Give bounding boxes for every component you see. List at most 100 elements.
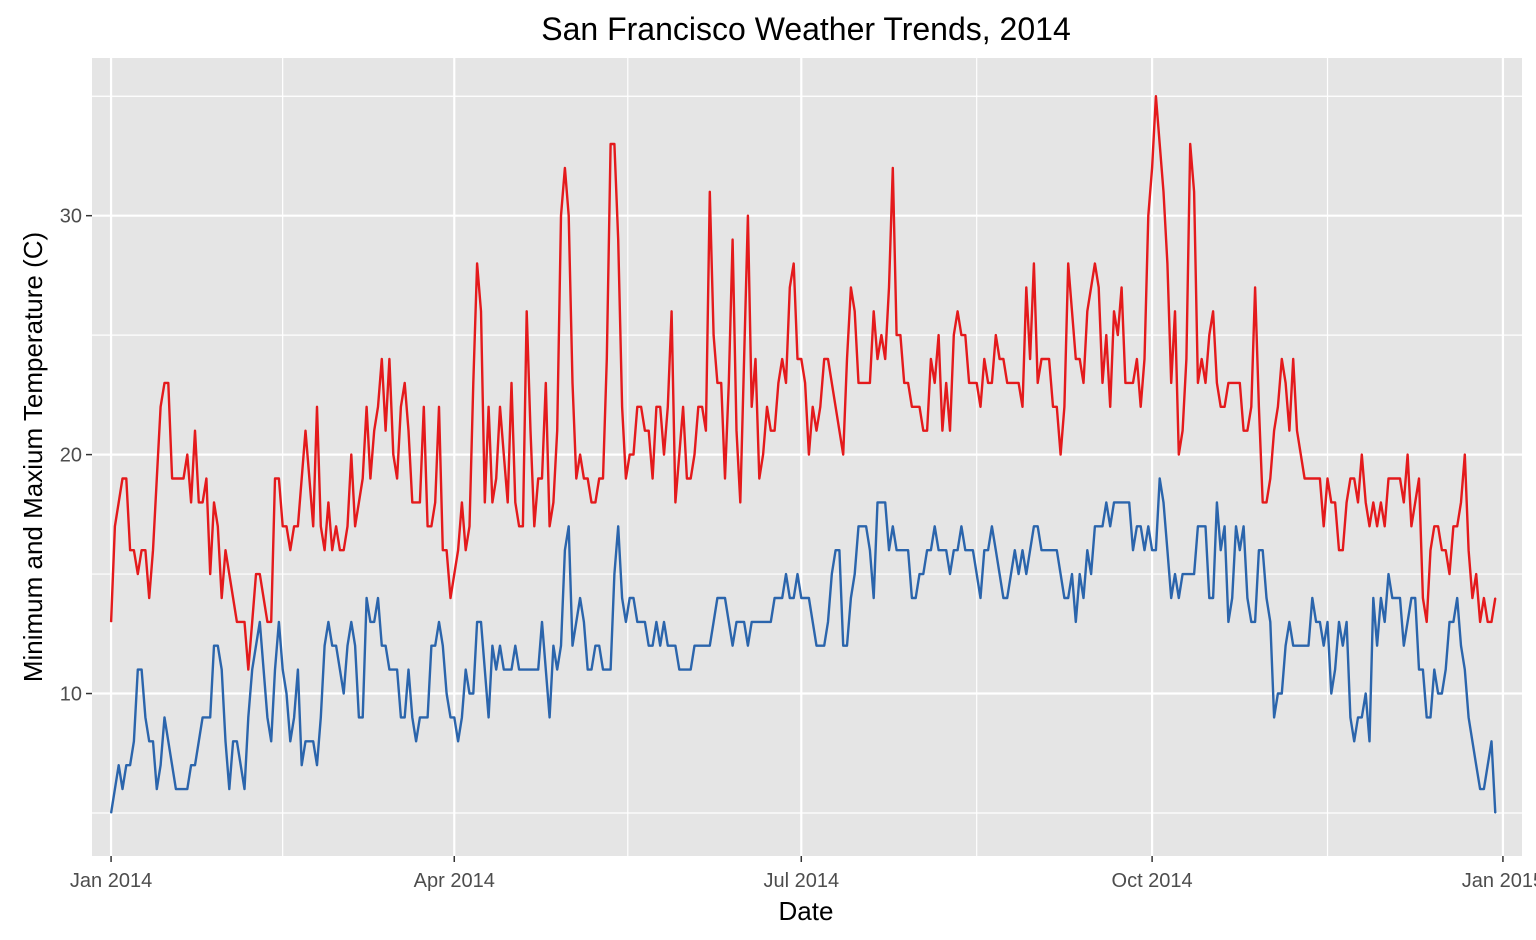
data-point bbox=[289, 549, 291, 551]
data-point bbox=[282, 525, 284, 527]
data-point bbox=[507, 669, 509, 671]
series-line bbox=[109, 477, 1497, 814]
data-point bbox=[209, 573, 211, 575]
data-point bbox=[556, 430, 558, 432]
data-point bbox=[663, 621, 665, 623]
data-point bbox=[652, 477, 654, 480]
data-point bbox=[1170, 382, 1172, 384]
data-point bbox=[1033, 525, 1035, 527]
data-point bbox=[522, 525, 524, 527]
data-point bbox=[896, 549, 898, 551]
data-point bbox=[1159, 477, 1161, 480]
data-point bbox=[652, 645, 654, 647]
data-point bbox=[1201, 358, 1203, 360]
data-point bbox=[1044, 549, 1046, 551]
data-point bbox=[457, 740, 459, 742]
data-point bbox=[213, 501, 215, 503]
data-point bbox=[785, 573, 787, 575]
data-point bbox=[709, 191, 711, 193]
data-point bbox=[1479, 788, 1481, 790]
data-point bbox=[949, 573, 951, 575]
data-point bbox=[1262, 501, 1264, 503]
data-point bbox=[1372, 597, 1374, 599]
data-point bbox=[217, 645, 219, 647]
data-point bbox=[495, 477, 497, 480]
data-point bbox=[1292, 645, 1294, 647]
data-point bbox=[918, 573, 921, 575]
data-point bbox=[446, 692, 448, 695]
data-point bbox=[941, 430, 944, 432]
data-point bbox=[1071, 573, 1073, 575]
data-point bbox=[949, 430, 951, 432]
data-point bbox=[1445, 549, 1447, 551]
data-point bbox=[282, 669, 284, 671]
data-point bbox=[491, 501, 493, 503]
data-point bbox=[835, 549, 837, 551]
data-point bbox=[1319, 621, 1321, 623]
data-point bbox=[610, 669, 612, 671]
data-point bbox=[1429, 716, 1432, 719]
data-point bbox=[144, 549, 146, 551]
data-point bbox=[266, 716, 268, 719]
data-point bbox=[1021, 406, 1024, 408]
data-point bbox=[465, 669, 467, 671]
data-point bbox=[1086, 310, 1088, 312]
data-point bbox=[972, 382, 974, 384]
data-point bbox=[232, 597, 234, 599]
data-point bbox=[1445, 669, 1447, 671]
series-layer bbox=[109, 94, 1497, 814]
data-point bbox=[1407, 621, 1409, 623]
data-point bbox=[179, 788, 181, 790]
data-point bbox=[1361, 454, 1363, 456]
data-point bbox=[674, 501, 677, 503]
data-point bbox=[777, 382, 780, 384]
data-point bbox=[869, 382, 871, 384]
data-point bbox=[785, 382, 787, 384]
data-point bbox=[1204, 525, 1207, 527]
data-point bbox=[1185, 573, 1187, 575]
data-point bbox=[152, 549, 154, 551]
series-0 bbox=[109, 94, 1497, 671]
data-point bbox=[796, 358, 799, 360]
data-point bbox=[182, 788, 185, 790]
data-point bbox=[838, 430, 841, 432]
data-point bbox=[1265, 597, 1268, 599]
data-point bbox=[427, 716, 429, 719]
data-point bbox=[434, 501, 436, 503]
data-point bbox=[976, 382, 978, 384]
data-point bbox=[1387, 477, 1390, 480]
data-point bbox=[1494, 812, 1496, 814]
data-point bbox=[732, 239, 734, 241]
data-point bbox=[224, 740, 227, 742]
data-point bbox=[1006, 597, 1008, 599]
data-point bbox=[1475, 764, 1477, 766]
y-axis-title: Minimum and Maxium Temperature (C) bbox=[18, 232, 48, 682]
data-point bbox=[484, 669, 486, 671]
data-point bbox=[1014, 549, 1016, 551]
data-point bbox=[613, 573, 616, 575]
data-point bbox=[392, 669, 394, 671]
grid-minor bbox=[92, 58, 1522, 856]
data-point bbox=[415, 740, 417, 742]
data-point bbox=[1018, 382, 1020, 384]
data-point bbox=[1452, 621, 1454, 623]
x-tick-label: Jul 2014 bbox=[763, 870, 839, 892]
data-point bbox=[1174, 573, 1176, 575]
data-point bbox=[381, 358, 383, 360]
data-point bbox=[1372, 501, 1374, 503]
data-point bbox=[1326, 477, 1329, 480]
data-point bbox=[1121, 286, 1123, 288]
data-point bbox=[1079, 573, 1081, 575]
data-point bbox=[754, 358, 757, 360]
data-point bbox=[693, 454, 696, 456]
data-point bbox=[304, 740, 307, 742]
data-point bbox=[480, 621, 482, 623]
data-point bbox=[190, 764, 192, 766]
data-point bbox=[854, 310, 856, 312]
data-point bbox=[118, 764, 120, 766]
data-point bbox=[827, 621, 829, 623]
data-point bbox=[632, 597, 635, 599]
data-point bbox=[358, 716, 360, 719]
data-point bbox=[781, 358, 783, 360]
data-point bbox=[1212, 597, 1214, 599]
